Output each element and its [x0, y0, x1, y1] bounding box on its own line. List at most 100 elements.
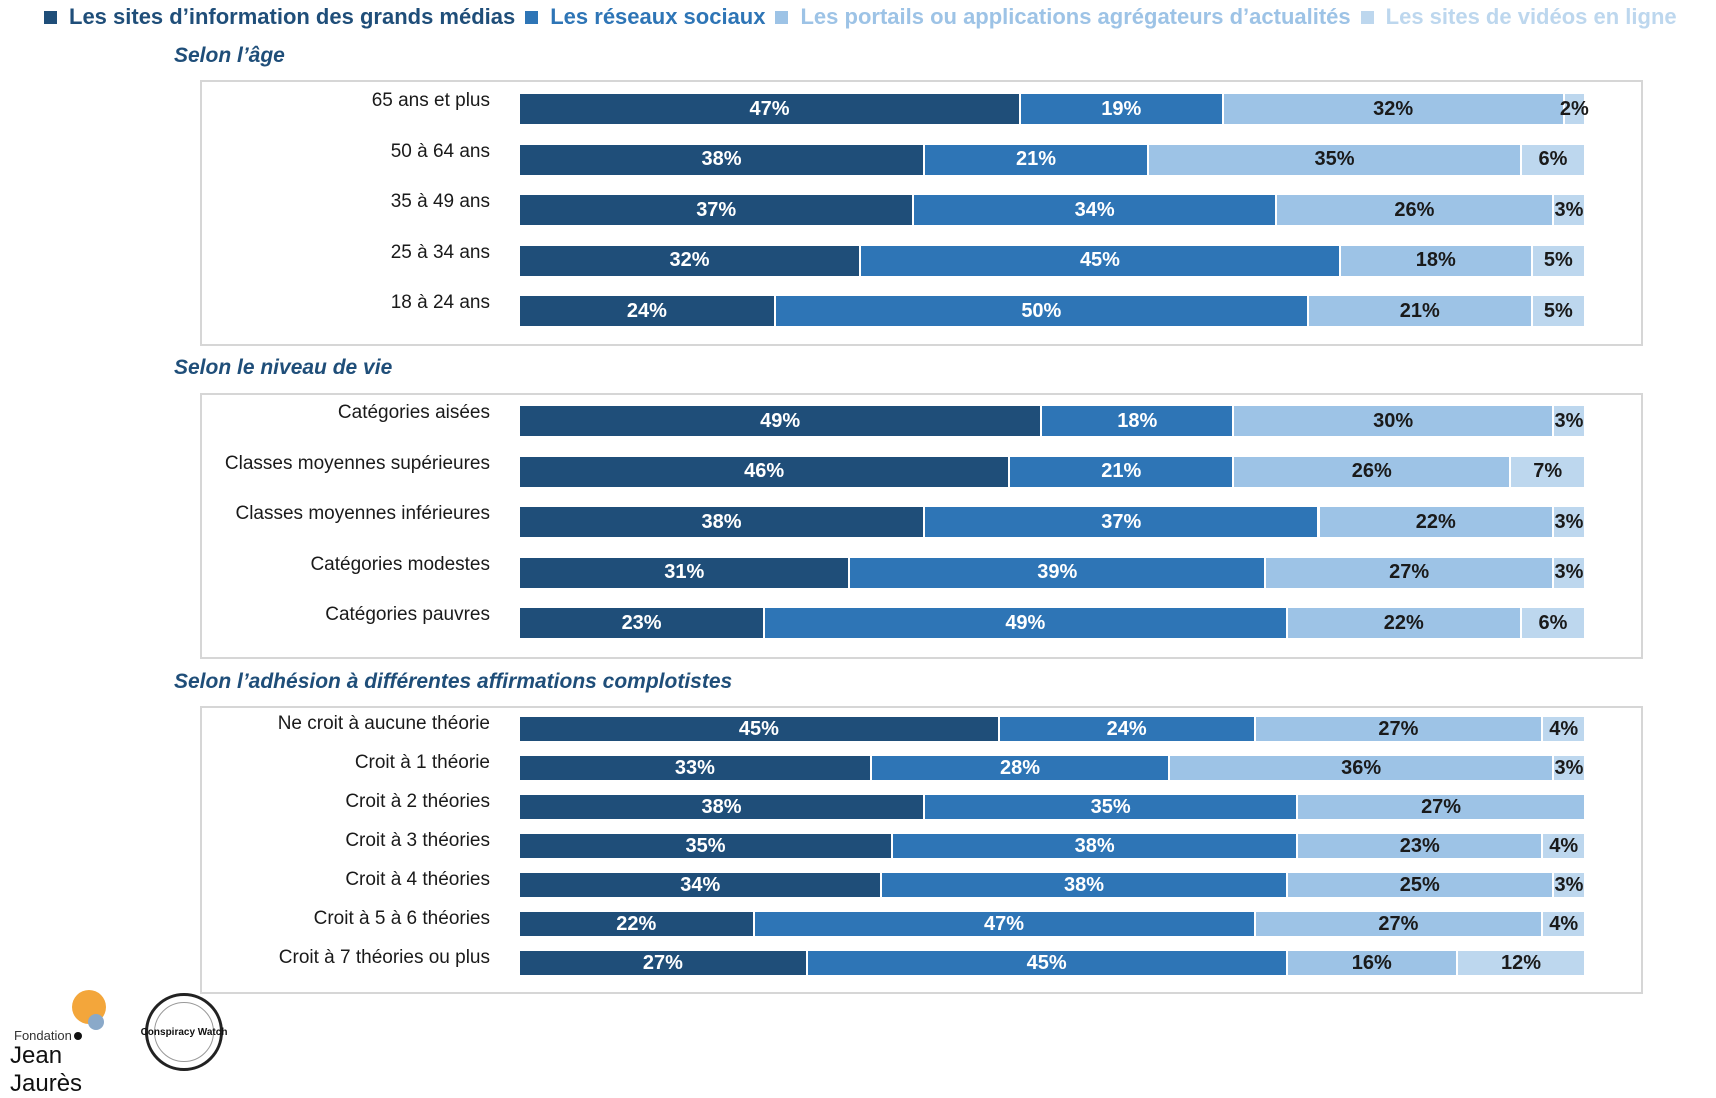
bar-segment: 22% [1319, 507, 1555, 537]
bar-segment: 26% [1234, 456, 1512, 487]
bar-segment: 32% [520, 245, 862, 276]
bar-segment: 47% [754, 912, 1256, 936]
bar-segment: 39% [850, 557, 1267, 588]
bar-segment: 38% [520, 795, 926, 819]
bar-segment: 19% [1021, 94, 1224, 124]
logo-ring-icon [154, 1002, 214, 1062]
bar-row: Croit à 1 théorie 33% 28% 36% 3% [0, 752, 1716, 780]
bar-segment: 36% [1170, 756, 1554, 780]
bar-segment: 27% [1266, 557, 1554, 588]
legend-swatch-icon [775, 10, 789, 24]
bar-row: Croit à 7 théories ou plus 27% 45% 16% 12% [0, 947, 1716, 975]
category-label: Croit à 3 théories [345, 830, 490, 851]
category-label: Croit à 2 théories [345, 791, 490, 812]
category-label: Croit à 7 théories ou plus [278, 947, 490, 968]
bar-segment: 37% [925, 507, 1320, 537]
category-label: Croit à 5 à 6 théories [313, 908, 490, 929]
bar-segment: 18% [1340, 245, 1533, 276]
bar-segment: 35% [520, 834, 894, 858]
bar-segment: 31% [520, 557, 851, 588]
bar-segment: 30% [1234, 406, 1555, 436]
bar-segment: 3% [1554, 557, 1586, 588]
bar-segment: 50% [775, 296, 1309, 326]
category-label: Croit à 4 théories [345, 869, 490, 890]
bar-segment: 37% [520, 195, 915, 225]
legend-swatch-icon [1360, 10, 1374, 24]
category-label: 25 à 34 ans [390, 241, 490, 263]
logo-conspiracy-watch-text: Conspiracy Watch [140, 1026, 228, 1038]
bar-segment: 6% [1522, 608, 1586, 638]
bar-row: Croit à 2 théories 38% 35% 27% [0, 791, 1716, 819]
bar-segment: 33% [520, 756, 872, 780]
group-title: Selon l’âge [174, 44, 285, 67]
bar-segment: 12% [1458, 951, 1586, 975]
bar-row: Catégories aisées 49% 18% 30% 3% [0, 402, 1716, 436]
bar-segment: 22% [520, 912, 755, 936]
bar-segment: 38% [520, 507, 926, 537]
bar-segment: 21% [925, 144, 1149, 175]
bar-segment: 3% [1554, 507, 1586, 537]
category-label: 65 ans et plus [371, 90, 490, 111]
category-label: Classes moyennes supérieures [224, 452, 490, 474]
bar-row: Catégories pauvres 23% 49% 22% 6% [0, 604, 1716, 638]
legend-label: Les sites de vidéos en ligne [1385, 4, 1677, 29]
bar-row: Ne croit à aucune théorie 45% 24% 27% 4% [0, 713, 1716, 741]
group-frame [200, 706, 1643, 994]
fondation-jean-jaures-logo: Fondation Jean Jaurès [8, 990, 133, 1097]
logo-blue-circle-icon [88, 1014, 104, 1030]
bar-segment: 21% [1308, 296, 1533, 326]
bar-row: Croit à 4 théories 34% 38% 25% 3% [0, 869, 1716, 897]
bar-segment: 34% [520, 873, 883, 897]
bar-row: Croit à 3 théories 35% 38% 23% 4% [0, 830, 1716, 858]
bar-row: 18 à 24 ans 24% 50% 21% 5% [0, 292, 1716, 326]
bar-segment: 22% [1287, 608, 1523, 638]
group-title: Selon l’adhésion à différentes affirmati… [174, 670, 733, 693]
bar-segment: 26% [1276, 195, 1555, 225]
bar-segment: 6% [1522, 144, 1586, 175]
group-frame [200, 393, 1643, 659]
conspiracy-watch-logo: Conspiracy Watch [141, 993, 227, 1071]
bar-segment: 45% [861, 245, 1341, 276]
bar-segment: 3% [1554, 195, 1586, 225]
bar-segment: 45% [807, 951, 1288, 975]
bar-segment: 16% [1287, 951, 1459, 975]
legend-item: Les sites de vidéos en ligne [1360, 4, 1677, 30]
bar-segment: 18% [1042, 406, 1235, 436]
bar-segment: 4% [1543, 912, 1586, 936]
bar-segment: 34% [914, 195, 1277, 225]
bar-segment: 38% [893, 834, 1299, 858]
category-label: Catégories pauvres [325, 604, 490, 625]
logo-jean-jaures-text: Jean Jaurès [10, 1042, 83, 1097]
bar-row: 35 à 49 ans 37% 34% 26% 3% [0, 191, 1716, 225]
bar-segment: 27% [520, 951, 808, 975]
bar-segment: 4% [1543, 834, 1586, 858]
category-label: Catégories modestes [310, 553, 490, 575]
bar-segment: 25% [1287, 873, 1555, 897]
group-frame [200, 80, 1643, 346]
bar-segment: 49% [765, 608, 1288, 638]
category-label: 50 à 64 ans [390, 140, 490, 162]
bar-segment: 46% [520, 456, 1011, 487]
bar-segment: 28% [871, 756, 1171, 780]
bar-segment: 3% [1554, 406, 1586, 436]
legend-swatch-icon [525, 10, 539, 24]
category-label: Ne croit à aucune théorie [277, 713, 490, 734]
bar-segment: 27% [1255, 912, 1544, 936]
bar-segment: 4% [1543, 717, 1586, 741]
bar-row: Classes moyennes supérieures 46% 21% 26% 7% [0, 453, 1716, 487]
bar-row: 50 à 64 ans 38% 21% 35% 6% [0, 141, 1716, 175]
bar-segment: 2% [1560, 94, 1589, 124]
bar-segment: 35% [925, 795, 1299, 819]
bar-segment: 24% [520, 296, 776, 326]
chart-legend: Les sites d’information des grands média… [44, 2, 1687, 32]
legend-item: Les réseaux sociaux [525, 4, 765, 30]
category-label: Classes moyennes inférieures [235, 503, 490, 524]
bar-segment: 23% [1298, 834, 1544, 858]
bar-segment: 24% [999, 717, 1256, 741]
category-label: 35 à 49 ans [390, 191, 490, 212]
bar-segment: 21% [1010, 456, 1235, 487]
legend-label: Les portails ou applications agrégateurs… [800, 4, 1351, 29]
bar-segment: 3% [1554, 873, 1586, 897]
bar-segment: 23% [520, 608, 766, 638]
logo-fondation-text: Fondation [14, 1028, 72, 1043]
